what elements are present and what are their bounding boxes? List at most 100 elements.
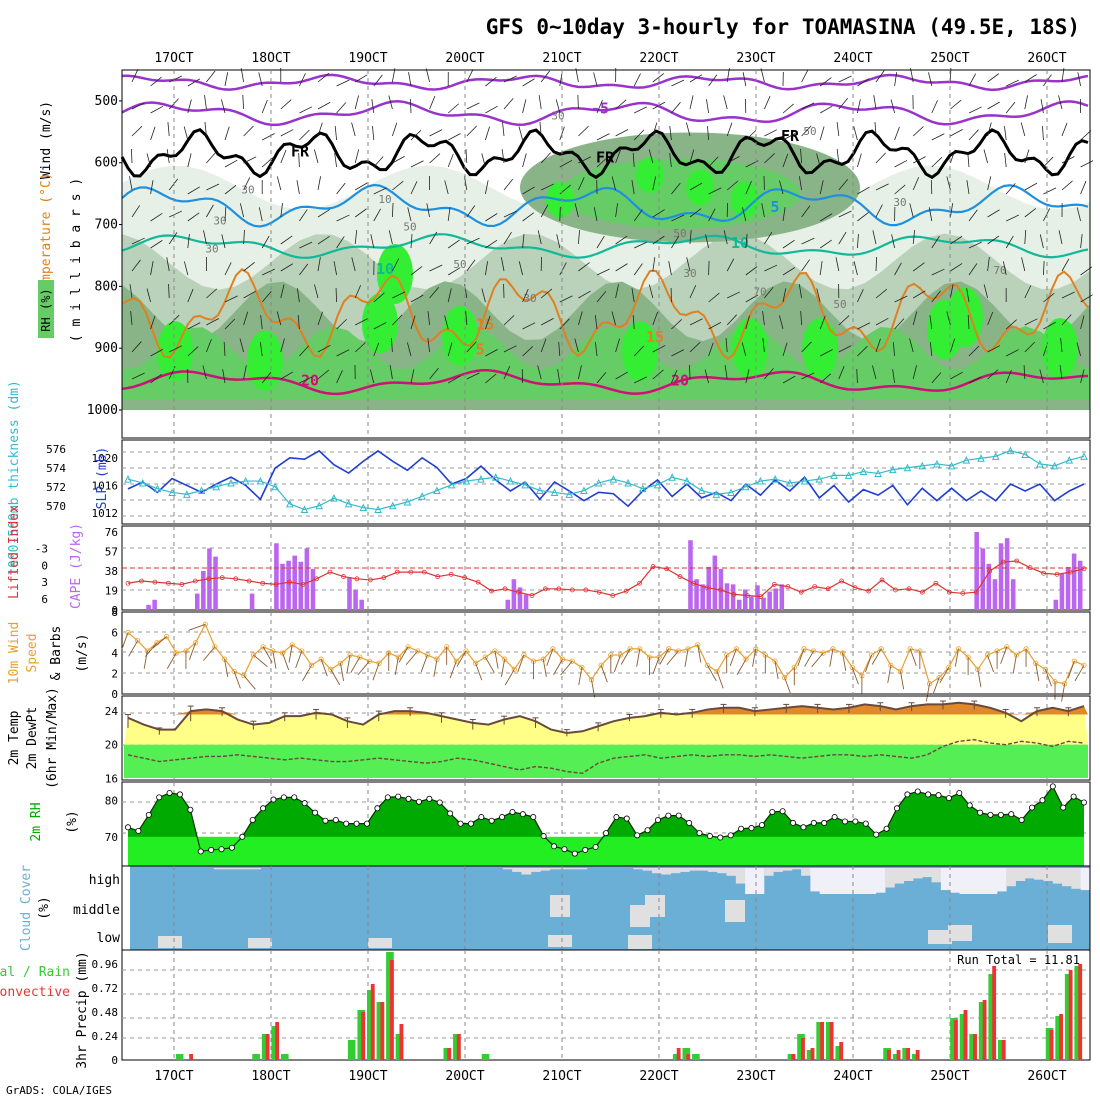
- upper-wind-barb: [429, 129, 443, 137]
- rh-contour-label: 70: [993, 264, 1006, 277]
- upper-wind-barb: [425, 68, 430, 83]
- rh-contour-label: 50: [833, 298, 846, 311]
- wind-speed-point: [279, 650, 286, 656]
- x-tick-bottom-20OCT: 20OCT: [445, 1069, 484, 1084]
- cape-bar: [1071, 553, 1077, 610]
- x-tick-top-24OCT: 24OCT: [833, 51, 872, 66]
- li-point: [677, 574, 683, 579]
- upper-wind-barb: [801, 125, 812, 137]
- upper-wind-barb: [1080, 369, 1085, 384]
- upper-wind-barb: [130, 311, 133, 326]
- upper-wind-barb: [894, 295, 908, 303]
- cloud-low-bar: [1048, 925, 1072, 943]
- li-point: [219, 575, 225, 581]
- wind-barb: [652, 656, 660, 675]
- upper-wind-barb: [276, 176, 282, 191]
- cape-bar: [1010, 579, 1016, 610]
- x-tick-bottom-21OCT: 21OCT: [542, 1069, 581, 1084]
- upper-wind-barb: [169, 210, 183, 218]
- cape-bar: [511, 579, 517, 610]
- thickness-point: [1006, 446, 1015, 455]
- wind-barb: [925, 683, 930, 702]
- rh-point: [426, 795, 433, 802]
- upper-wind-barb: [410, 234, 413, 249]
- thickness-point: [874, 469, 882, 477]
- thickness-point: [1021, 450, 1029, 458]
- upper-wind-barb: [615, 263, 628, 272]
- upper-wind-barb: [242, 94, 244, 110]
- upper-wind-barb: [559, 262, 567, 276]
- li-point: [623, 588, 629, 594]
- wind-speed-point: [984, 652, 991, 658]
- thickness-point: [418, 492, 426, 500]
- li-axis-label: Lifted Index: [7, 505, 22, 599]
- upper-wind-barb: [336, 79, 350, 87]
- li-point: [435, 574, 441, 579]
- upper-wind-barb: [857, 78, 870, 87]
- upper-wind-barb: [857, 212, 869, 222]
- cape-bar: [298, 561, 304, 610]
- x-tick-bottom-17OCT: 17OCT: [154, 1069, 193, 1084]
- upper-wind-barb: [1005, 101, 1016, 114]
- li-point: [489, 588, 494, 594]
- upper-wind-barb: [299, 129, 310, 141]
- upper-wind-barb: [537, 230, 542, 245]
- wind-speed-point: [782, 674, 788, 681]
- precip-axis-label: 3hr Precip (mm): [75, 951, 90, 1068]
- upper-wind-barb: [466, 259, 476, 272]
- upper-wind-barb: [875, 183, 889, 191]
- upper-wind-barb: [299, 106, 313, 114]
- upper-wind-barb: [704, 369, 709, 384]
- upper-wind-barb: [447, 267, 461, 276]
- cloud-high-bar: [549, 868, 560, 870]
- upper-wind-barb: [801, 205, 811, 218]
- wind-barb: [578, 667, 583, 686]
- upper-wind-barb: [522, 289, 529, 303]
- upper-wind-barb: [983, 149, 988, 164]
- contour-label: 15: [476, 316, 494, 334]
- rh-point: [436, 799, 443, 806]
- cape-bar: [249, 593, 255, 610]
- precip-conv-bar: [1049, 1030, 1054, 1060]
- rh-point: [415, 798, 422, 805]
- upper-wind-barb: [931, 236, 940, 249]
- wind-speed-point: [849, 664, 855, 670]
- upper-wind-barb: [705, 234, 709, 249]
- li-point: [731, 592, 737, 597]
- cloud-high-bar: [894, 868, 905, 884]
- cape-tick-76: 76: [105, 526, 118, 539]
- upper-wind-barb: [706, 99, 709, 114]
- upper-wind-barb: [150, 105, 164, 114]
- upper-wind-barb: [540, 70, 550, 83]
- upper-wind-barb: [354, 284, 362, 299]
- rh-point: [810, 819, 817, 826]
- upper-wind-barb: [187, 153, 192, 168]
- wind-speed-point: [1081, 662, 1087, 668]
- upper-wind-barb: [464, 176, 468, 191]
- li-point: [448, 571, 454, 577]
- upper-wind-barb: [782, 239, 795, 249]
- upper-wind-barb: [280, 99, 292, 110]
- upper-wind-barb: [426, 203, 430, 218]
- upper-wind-barb: [689, 149, 695, 164]
- wind-barb: [145, 642, 158, 657]
- rh-point: [467, 820, 474, 827]
- upper-wind-barb: [632, 315, 635, 330]
- precip-conv-bar: [839, 1042, 844, 1060]
- upper-wind-barb: [371, 99, 375, 114]
- cape-bar: [730, 584, 736, 610]
- cloud-mid-bar: [550, 895, 570, 917]
- cloud-high-bar: [661, 868, 672, 875]
- upper-wind-barb: [1080, 130, 1092, 141]
- wind-barb: [591, 679, 596, 698]
- upper-wind-barb: [708, 321, 722, 330]
- upper-wind-barb: [444, 315, 449, 330]
- upper-wind-barb: [1040, 99, 1044, 114]
- rh-point: [1081, 799, 1088, 806]
- upper-wind-barb: [427, 338, 430, 353]
- upper-wind-barb: [725, 338, 728, 353]
- upper-wind-barb: [801, 237, 815, 245]
- upper-wind-barb: [150, 315, 156, 330]
- li-point: [462, 575, 468, 581]
- thickness-point: [491, 473, 500, 481]
